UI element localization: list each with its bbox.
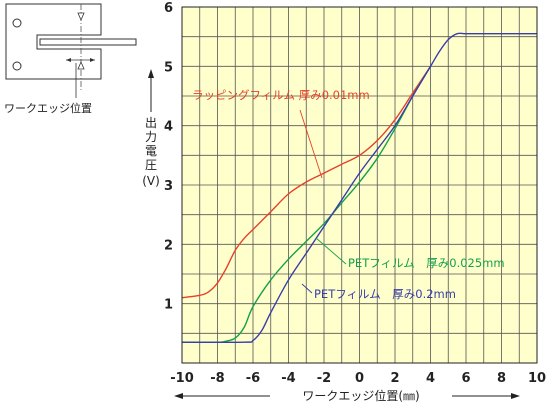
y-label-char-4: 圧 (145, 158, 157, 172)
x-tick-label: 6 (461, 371, 470, 386)
edge-arrow-head-left (66, 58, 71, 62)
x-axis-label: ワークエッジ位置(㎜) (174, 388, 520, 403)
mount-hole-top (12, 18, 22, 28)
x-tick-labels: -10 -8 -6 -4 -2 0 2 4 6 8 10 (170, 371, 546, 386)
marker-triangle-top (77, 12, 85, 22)
grid (182, 7, 537, 363)
series-line-pet-025 (181, 65, 432, 344)
x-tick-label: -10 (170, 371, 194, 386)
y-axis-label-arrow-head (148, 69, 154, 78)
annotation-leader-wrapping (299, 109, 323, 179)
series-line-pet-02 (181, 32, 537, 344)
x-tick-label: 8 (497, 371, 506, 386)
y-label-unit: (V) (142, 174, 160, 188)
y-tick-label: 1 (164, 298, 173, 313)
x-axis-arrow-left-head (174, 393, 183, 399)
series-annotations: ラッピングフィルム 厚み0.01mm PETフィルム 厚み0.025mm PET… (192, 88, 505, 301)
x-axis-arrow-right-head (511, 393, 520, 399)
x-tick-label: -6 (246, 371, 260, 386)
annotation-leader-pet-02 (301, 283, 313, 294)
edge-arrow-head-right (90, 58, 95, 62)
x-tick-label: 4 (426, 371, 435, 386)
x-tick-label: 2 (390, 371, 399, 386)
mount-hole-bottom (12, 61, 22, 71)
y-label-char-1: 出 (145, 116, 157, 130)
plot-area (181, 6, 538, 364)
annotation-pet-02: PETフィルム 厚み0.2mm (314, 287, 456, 301)
annotation-wrapping-film: ラッピングフィルム 厚み0.01mm (192, 88, 370, 102)
y-tick-label: 3 (164, 179, 173, 194)
y-tick-label: 5 (164, 60, 173, 75)
x-tick-label: -2 (317, 371, 331, 386)
sensor-caption: ワークエッジ位置 (4, 101, 92, 115)
plot-frame (181, 6, 538, 364)
work-film (39, 38, 137, 46)
series-line-wrapping-film (181, 65, 432, 299)
y-tick-labels: 1 2 3 4 5 6 (164, 1, 173, 313)
y-axis-label: 出 力 電 圧 (V) (142, 69, 160, 188)
y-label-char-3: 電 (145, 144, 157, 158)
y-tick-label: 4 (164, 120, 173, 135)
annotation-pet-025: PETフィルム 厚み0.025mm (348, 256, 505, 270)
x-tick-label: 10 (528, 371, 546, 386)
annotation-leader-pet-025 (315, 237, 347, 265)
sensor-diagram: ワークエッジ位置 (4, 3, 137, 115)
y-tick-label: 6 (164, 1, 173, 16)
y-tick-label: 2 (164, 238, 173, 253)
series-lines (181, 32, 537, 344)
x-tick-label: -4 (281, 371, 295, 386)
x-tick-label: 0 (355, 371, 364, 386)
y-label-char-2: 力 (145, 130, 157, 144)
x-axis-title: ワークエッジ位置(㎜) (302, 388, 419, 403)
x-tick-label: -8 (210, 371, 224, 386)
marker-triangle-bottom (77, 60, 85, 70)
